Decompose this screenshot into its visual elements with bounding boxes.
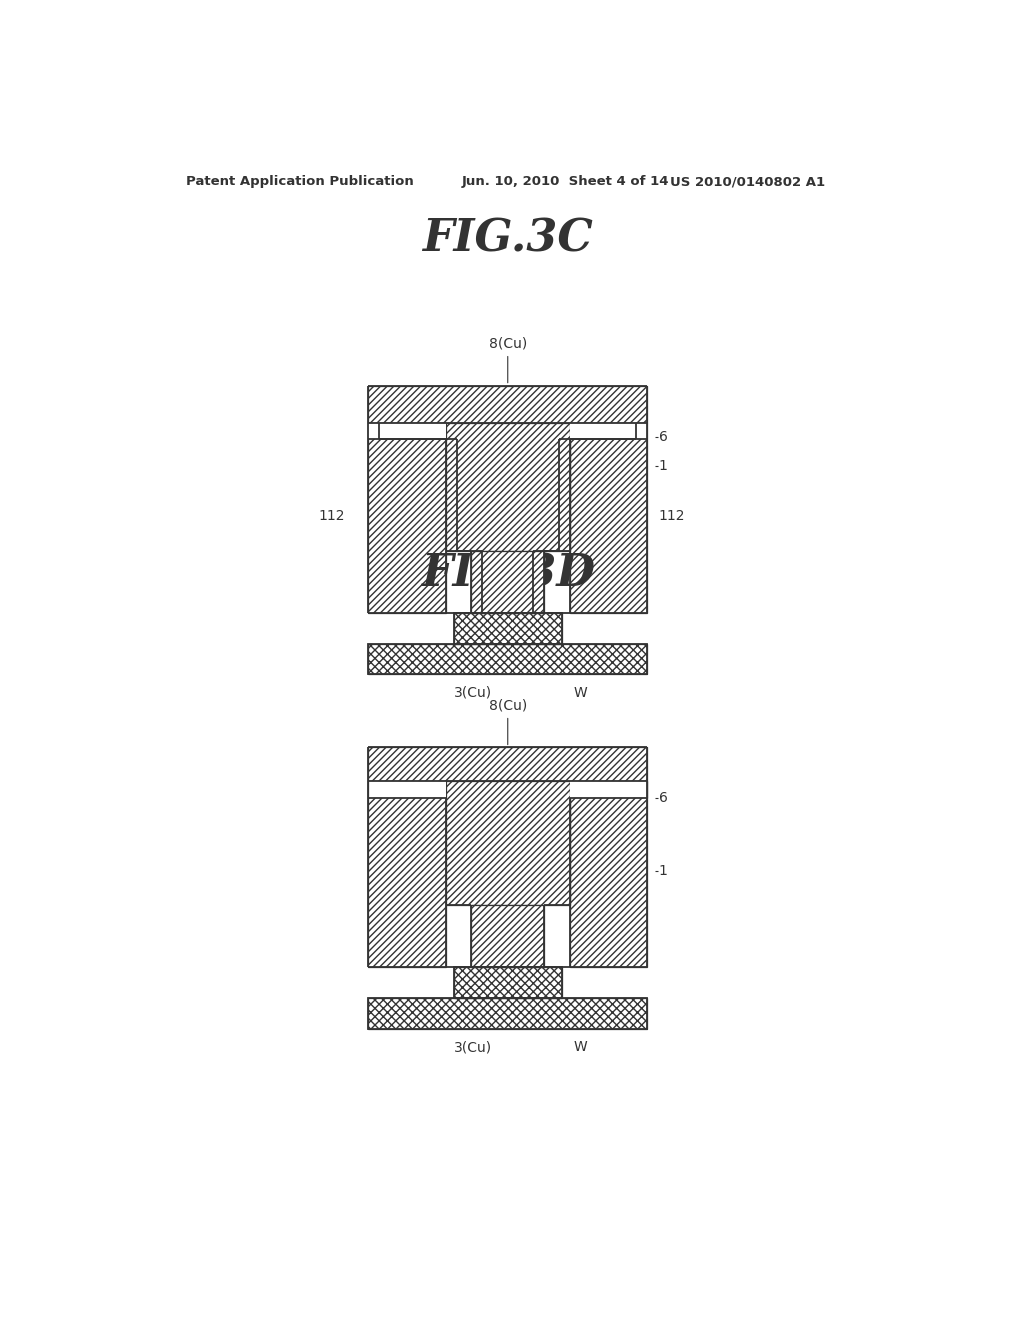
Bar (369, 644, 647, 675)
Text: 3(Cu): 3(Cu) (454, 1040, 492, 1055)
Text: FIG.3D: FIG.3D (421, 553, 595, 595)
Bar (569, 780, 647, 797)
Bar (369, 780, 445, 797)
Text: 6: 6 (658, 791, 668, 804)
Text: 112: 112 (658, 510, 685, 524)
Text: FIG.3C: FIG.3C (422, 218, 593, 261)
Bar (369, 998, 647, 1028)
Text: US 2010/0140802 A1: US 2010/0140802 A1 (671, 176, 825, 187)
Bar (369, 998, 647, 1028)
Bar (445, 422, 569, 552)
Bar (445, 780, 569, 906)
Bar (445, 780, 569, 906)
Bar (569, 780, 647, 966)
Text: W: W (573, 1040, 588, 1055)
Bar (454, 612, 562, 644)
Bar (569, 422, 647, 612)
Text: W: W (573, 686, 588, 700)
Bar (471, 906, 544, 966)
Text: 8(Cu): 8(Cu) (488, 337, 527, 383)
Bar (369, 644, 647, 675)
Text: 1: 1 (658, 459, 668, 474)
Text: Jun. 10, 2010  Sheet 4 of 14: Jun. 10, 2010 Sheet 4 of 14 (461, 176, 669, 187)
Bar (369, 385, 647, 422)
Bar (569, 422, 647, 440)
Text: 112: 112 (318, 510, 345, 524)
Bar (454, 966, 562, 998)
Bar (369, 780, 445, 966)
Text: 6: 6 (658, 430, 668, 444)
Bar (369, 422, 445, 440)
Text: Patent Application Publication: Patent Application Publication (186, 176, 414, 187)
Bar (369, 747, 647, 780)
Text: 3(Cu): 3(Cu) (454, 686, 492, 700)
Bar (471, 906, 544, 966)
Bar (471, 552, 544, 612)
Bar (445, 422, 569, 552)
Text: 1: 1 (658, 863, 668, 878)
Text: 8(Cu): 8(Cu) (488, 698, 527, 744)
Bar (454, 612, 562, 644)
Bar (369, 422, 445, 612)
Bar (471, 552, 544, 612)
Bar (454, 966, 562, 998)
